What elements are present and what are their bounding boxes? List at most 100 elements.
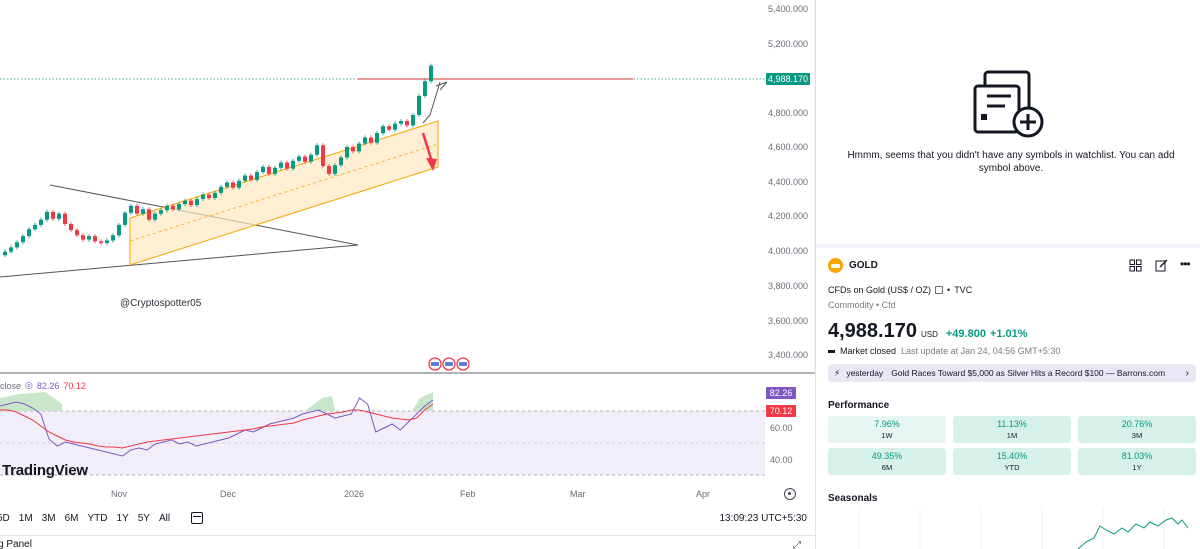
last-update-text: Last update at Jan 24, 04:56 GMT+5:30 [901,346,1061,356]
range-button-5y[interactable]: 5Y [137,512,150,524]
edit-pencil-icon[interactable] [1155,259,1168,272]
performance-cell[interactable]: 81.03% 1Y [1078,448,1196,475]
performance-period: 1W [881,431,893,440]
clock-display[interactable]: 13:09:23 UTC+5:30 [719,512,807,524]
candle-body [195,198,199,205]
candle-body [429,65,433,82]
symbol-description: CFDs on Gold (US$ / OZ) • TVC [828,285,973,295]
price-change-percent: +1.01% [989,328,1028,340]
projection-arrowhead [435,81,448,91]
candle-body [141,209,145,214]
performance-cell[interactable]: 15.40% YTD [953,448,1071,475]
range-button-ytd[interactable]: YTD [87,512,108,524]
time-axis-label: Apr [696,489,711,499]
candle-body [327,166,331,174]
price-axis-label: 3,400.000 [767,350,808,360]
candle-body [93,236,97,242]
candle-body [315,145,319,155]
candle-body [27,229,31,237]
settings-gear-icon[interactable] [784,488,796,500]
time-axis-label: Dec [220,489,237,499]
candle-body [273,167,277,174]
symbol-exchange: TVC [954,285,973,295]
candle-body [21,236,25,243]
price-chart[interactable] [0,0,815,374]
price-currency: USD [920,330,938,339]
candle-body [399,121,403,124]
price-axis-label: 4,400.000 [767,177,808,187]
rsi-overbought-fill [0,392,62,411]
projection-up-arrow [422,81,441,124]
candle-body [99,241,103,244]
calendar-icon[interactable] [191,512,204,524]
time-axis-label: Feb [460,489,476,499]
seasonals-chart[interactable] [828,508,1196,549]
candle-body [165,205,169,211]
candlesticks [3,63,433,258]
candle-body [363,137,367,144]
candle-body [291,160,295,169]
chart-pane[interactable]: 5,400.000 5,200.000 4,800.000 4,600.000 … [0,0,815,549]
price-axis-label: 4,200.000 [767,211,808,221]
candle-body [189,200,193,205]
external-link-icon[interactable] [935,286,944,294]
symbol-header[interactable]: GOLD [828,258,878,273]
candle-body [261,166,265,173]
tradingview-logo: TradingView [2,462,88,479]
range-button-1y[interactable]: 1Y [116,512,129,524]
candle-body [243,175,247,181]
range-button-all[interactable]: All [158,512,171,524]
candle-body [309,154,313,162]
more-options-icon[interactable]: ••• [1180,257,1191,271]
performance-cell[interactable]: 7.96% 1W [828,416,946,443]
range-button-6m[interactable]: 6M [64,512,79,524]
candle-body [267,166,271,174]
rsi-ma-legend-value: 70.12 [63,380,86,391]
economic-events-flags[interactable] [427,357,471,371]
layout-grid-icon[interactable] [1129,259,1142,272]
candle-body [117,224,121,236]
performance-cell[interactable]: 11.13% 1M [953,416,1071,443]
range-button-3m[interactable]: 3M [41,512,56,524]
candle-body [219,186,223,193]
maximize-panel-icon[interactable]: ⤢ [793,540,801,549]
performance-period: 6M [881,463,893,472]
watchlist-empty-message: Hmmm, seems that you didn't have any sym… [847,150,1175,174]
market-closed-icon [828,349,835,353]
candle-body [351,147,355,152]
candle-body [303,156,307,162]
candle-body [135,205,139,214]
collapse-panel-icon[interactable]: ︿ [768,540,778,549]
rsi-pane[interactable] [0,374,815,482]
candle-body [159,210,163,214]
candle-body [123,212,127,225]
rsi-legend-value: 82.26 [36,380,60,391]
last-price: 4,988.170 [828,320,917,342]
candle-body [411,114,415,126]
performance-period: 1M [1006,431,1018,440]
candle-body [147,209,151,220]
candle-body [111,235,115,241]
performance-cell[interactable]: 20.76% 3M [1078,416,1196,443]
candle-body [87,236,91,240]
author-watermark: @Cryptospotter05 [120,298,202,309]
candle-body [249,175,253,180]
time-axis-label: Nov [111,489,128,499]
date-range-bar: 5D 1M 3M 6M YTD 1Y 5Y All 13:09:23 UTC+5… [0,508,815,528]
candle-body [81,235,85,240]
triangle-lower-line [0,244,359,278]
news-headline-row[interactable]: ⚡ yesterday Gold Races Toward $5,000 as … [828,364,1196,382]
candle-body [129,205,133,213]
bottom-panel-header[interactable]: g Panel ︿ ⤢ [0,535,815,549]
price-axis-label: 3,600.000 [767,316,808,326]
price-row: 4,988.170 USD +49.800 +1.01% [828,320,1028,343]
symbol-name[interactable]: GOLD [849,260,878,271]
range-button-1m[interactable]: 1M [18,512,33,524]
performance-cell[interactable]: 49.35% 6M [828,448,946,475]
rsi-legend[interactable]: close ◎ 82.26 70.12 [0,380,86,391]
performance-value: 11.13% [997,419,1027,429]
time-axis[interactable]: Nov Dec 2026 Feb Mar Apr [0,486,815,502]
price-axis-label: 3,800.000 [767,281,808,291]
candle-body [183,200,187,205]
range-button-5d[interactable]: 5D [0,512,10,524]
